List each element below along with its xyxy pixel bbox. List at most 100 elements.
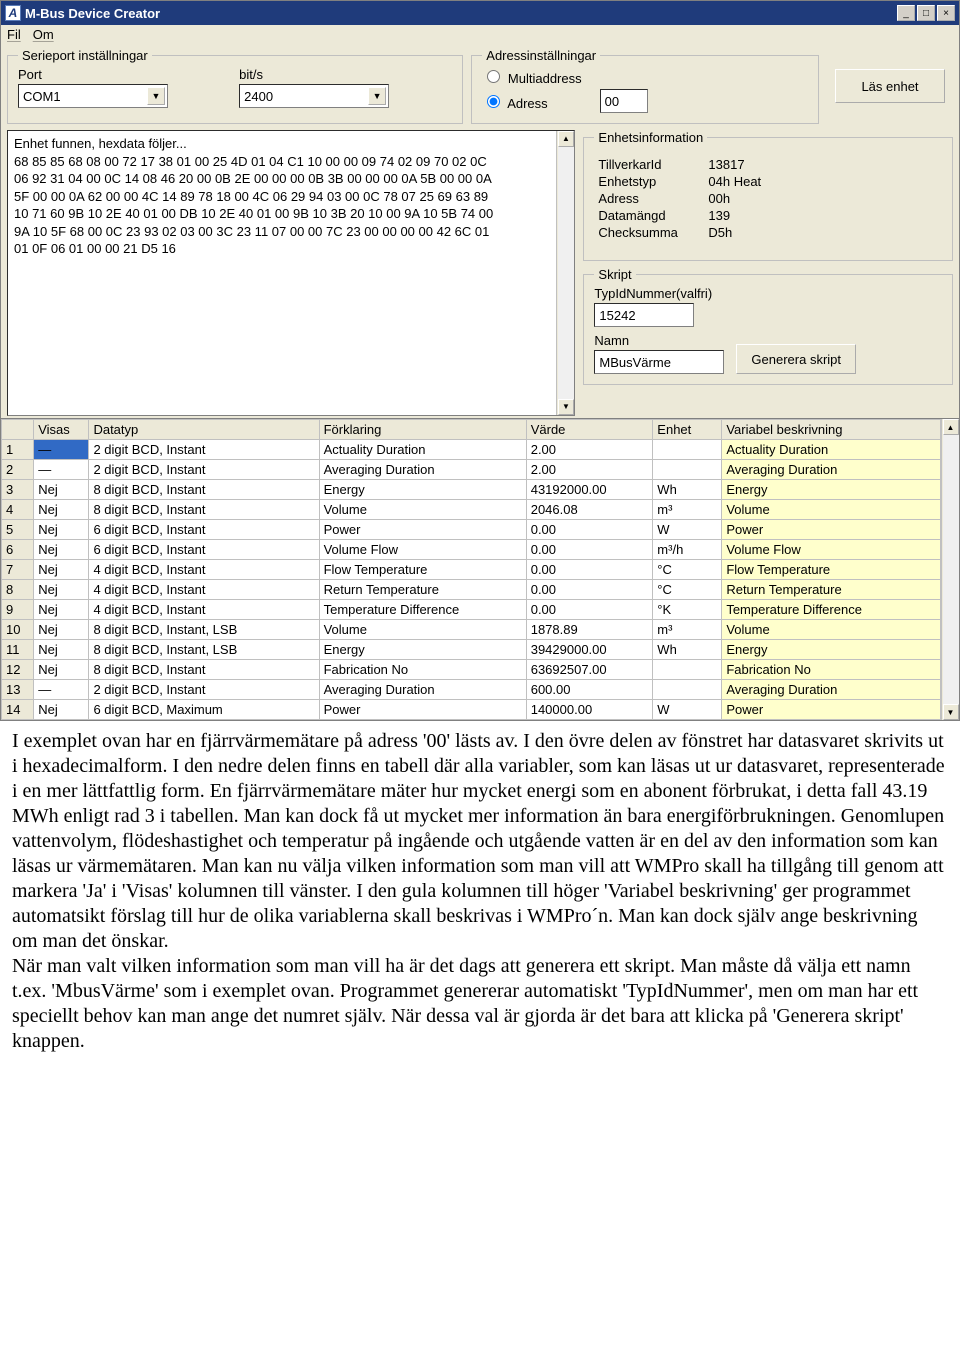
cell-visas[interactable]: — bbox=[34, 440, 89, 460]
table-row[interactable]: 1—2 digit BCD, InstantActuality Duration… bbox=[2, 440, 941, 460]
cell-visas[interactable]: Nej bbox=[34, 580, 89, 600]
cell-visas[interactable]: Nej bbox=[34, 520, 89, 540]
cell-forklaring: Averaging Duration bbox=[319, 460, 526, 480]
cell-enhet: m³/h bbox=[653, 540, 722, 560]
serial-group: Serieport inställningar Port COM1 ▼ bit/… bbox=[7, 48, 463, 124]
app-icon: A bbox=[5, 5, 21, 21]
cell-beskrivning[interactable]: Temperature Difference bbox=[722, 600, 941, 620]
table-row[interactable]: 13—2 digit BCD, InstantAveraging Duratio… bbox=[2, 680, 941, 700]
adress-input[interactable] bbox=[600, 89, 648, 113]
cell-beskrivning[interactable]: Return Temperature bbox=[722, 580, 941, 600]
cell-visas[interactable]: Nej bbox=[34, 560, 89, 580]
cell-datatyp: 8 digit BCD, Instant bbox=[89, 500, 319, 520]
table-row[interactable]: 14Nej6 digit BCD, MaximumPower140000.00W… bbox=[2, 700, 941, 720]
cell-beskrivning[interactable]: Energy bbox=[722, 480, 941, 500]
row-number: 9 bbox=[2, 600, 34, 620]
port-combo[interactable]: COM1 ▼ bbox=[18, 84, 168, 108]
cell-varde: 63692507.00 bbox=[526, 660, 653, 680]
namn-input[interactable] bbox=[594, 350, 724, 374]
adress-radio[interactable] bbox=[487, 95, 500, 108]
typid-input[interactable] bbox=[594, 303, 694, 327]
col-forklaring[interactable]: Förklaring bbox=[319, 420, 526, 440]
row-number: 2 bbox=[2, 460, 34, 480]
cell-visas[interactable]: Nej bbox=[34, 640, 89, 660]
col-beskrivning[interactable]: Variabel beskrivning bbox=[722, 420, 941, 440]
scroll-up-icon[interactable]: ▲ bbox=[943, 419, 959, 435]
col-varde[interactable]: Värde bbox=[526, 420, 653, 440]
col-datatyp[interactable]: Datatyp bbox=[89, 420, 319, 440]
cell-visas[interactable]: — bbox=[34, 460, 89, 480]
cell-beskrivning[interactable]: Actuality Duration bbox=[722, 440, 941, 460]
col-enhet[interactable]: Enhet bbox=[653, 420, 722, 440]
cell-visas[interactable]: Nej bbox=[34, 480, 89, 500]
hex-line: 5F 00 00 0A 62 00 00 4C 14 89 78 18 00 4… bbox=[14, 188, 568, 206]
cell-visas[interactable]: Nej bbox=[34, 540, 89, 560]
row-number: 8 bbox=[2, 580, 34, 600]
row-number: 13 bbox=[2, 680, 34, 700]
table-row[interactable]: 5Nej6 digit BCD, InstantPower0.00WPower bbox=[2, 520, 941, 540]
cell-beskrivning[interactable]: Power bbox=[722, 700, 941, 720]
cell-beskrivning[interactable]: Averaging Duration bbox=[722, 680, 941, 700]
cell-datatyp: 2 digit BCD, Instant bbox=[89, 440, 319, 460]
cell-visas[interactable]: Nej bbox=[34, 500, 89, 520]
minimize-button[interactable]: _ bbox=[897, 5, 915, 21]
close-button[interactable]: × bbox=[937, 5, 955, 21]
bits-combo[interactable]: 2400 ▼ bbox=[239, 84, 389, 108]
cell-visas[interactable]: Nej bbox=[34, 600, 89, 620]
table-row[interactable]: 9Nej4 digit BCD, InstantTemperature Diff… bbox=[2, 600, 941, 620]
cell-beskrivning[interactable]: Averaging Duration bbox=[722, 460, 941, 480]
adress-label: Adress bbox=[507, 96, 547, 111]
menu-fil[interactable]: Fil bbox=[7, 27, 21, 42]
table-row[interactable]: 12Nej8 digit BCD, InstantFabrication No6… bbox=[2, 660, 941, 680]
cell-beskrivning[interactable]: Volume Flow bbox=[722, 540, 941, 560]
cell-visas[interactable]: Nej bbox=[34, 620, 89, 640]
table-row[interactable]: 11Nej8 digit BCD, Instant, LSBEnergy3942… bbox=[2, 640, 941, 660]
menubar: Fil Om bbox=[1, 25, 959, 44]
cell-forklaring: Volume Flow bbox=[319, 540, 526, 560]
multiaddress-radio[interactable] bbox=[487, 70, 500, 83]
scroll-down-icon[interactable]: ▼ bbox=[558, 399, 574, 415]
cell-beskrivning[interactable]: Fabrication No bbox=[722, 660, 941, 680]
table-row[interactable]: 7Nej4 digit BCD, InstantFlow Temperature… bbox=[2, 560, 941, 580]
cell-beskrivning[interactable]: Power bbox=[722, 520, 941, 540]
cell-beskrivning[interactable]: Energy bbox=[722, 640, 941, 660]
unitinfo-v: 13817 bbox=[708, 157, 744, 172]
unitinfo-k: Checksumma bbox=[598, 225, 698, 240]
bits-label: bit/s bbox=[239, 67, 452, 82]
cell-varde: 2.00 bbox=[526, 440, 653, 460]
bits-value: 2400 bbox=[244, 89, 273, 104]
hex-scrollbar[interactable]: ▲ ▼ bbox=[556, 131, 574, 415]
col-visas[interactable]: Visas bbox=[34, 420, 89, 440]
doc-p2: När man valt vilken information som man … bbox=[12, 954, 948, 1054]
cell-beskrivning[interactable]: Volume bbox=[722, 620, 941, 640]
cell-beskrivning[interactable]: Flow Temperature bbox=[722, 560, 941, 580]
cell-forklaring: Actuality Duration bbox=[319, 440, 526, 460]
hex-line: 06 92 31 04 00 0C 14 08 46 20 00 0B 2E 0… bbox=[14, 170, 568, 188]
cell-visas[interactable]: Nej bbox=[34, 660, 89, 680]
unitinfo-group: Enhetsinformation TillverkarId13817 Enhe… bbox=[583, 130, 953, 261]
table-row[interactable]: 4Nej8 digit BCD, InstantVolume2046.08m³V… bbox=[2, 500, 941, 520]
read-unit-button[interactable]: Läs enhet bbox=[835, 69, 945, 103]
table-row[interactable]: 8Nej4 digit BCD, InstantReturn Temperatu… bbox=[2, 580, 941, 600]
table-row[interactable]: 6Nej6 digit BCD, InstantVolume Flow0.00m… bbox=[2, 540, 941, 560]
table-row[interactable]: 10Nej8 digit BCD, Instant, LSBVolume1878… bbox=[2, 620, 941, 640]
scroll-up-icon[interactable]: ▲ bbox=[558, 131, 574, 147]
maximize-button[interactable]: □ bbox=[917, 5, 935, 21]
generate-skript-button[interactable]: Generera skript bbox=[736, 344, 856, 374]
scroll-track[interactable] bbox=[943, 435, 959, 704]
scroll-track[interactable] bbox=[558, 147, 574, 399]
row-number: 4 bbox=[2, 500, 34, 520]
variable-table: Visas Datatyp Förklaring Värde Enhet Var… bbox=[1, 419, 941, 720]
menu-om[interactable]: Om bbox=[33, 27, 54, 42]
cell-visas[interactable]: — bbox=[34, 680, 89, 700]
cell-enhet: W bbox=[653, 700, 722, 720]
cell-visas[interactable]: Nej bbox=[34, 700, 89, 720]
cell-beskrivning[interactable]: Volume bbox=[722, 500, 941, 520]
hex-line: 68 85 85 68 08 00 72 17 38 01 00 25 4D 0… bbox=[14, 153, 568, 171]
table-scrollbar[interactable]: ▲ ▼ bbox=[941, 419, 959, 720]
unitinfo-k: TillverkarId bbox=[598, 157, 698, 172]
scroll-down-icon[interactable]: ▼ bbox=[943, 704, 959, 720]
table-row[interactable]: 3Nej8 digit BCD, InstantEnergy43192000.0… bbox=[2, 480, 941, 500]
table-row[interactable]: 2—2 digit BCD, InstantAveraging Duration… bbox=[2, 460, 941, 480]
cell-forklaring: Averaging Duration bbox=[319, 680, 526, 700]
